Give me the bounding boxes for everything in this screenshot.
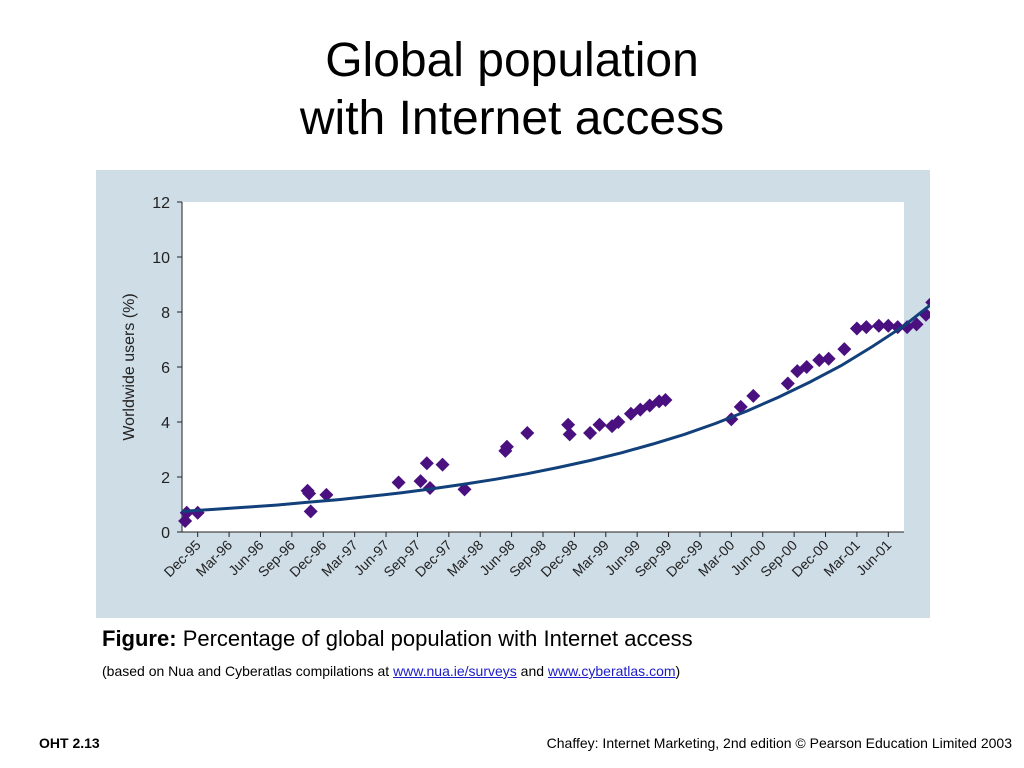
cyberatlas-link[interactable]: www.cyberatlas.com [547,663,676,679]
data-point-diamond [859,320,874,335]
data-point-diamond [435,457,450,472]
data-point-diamond [303,504,318,519]
y-tick-label: 12 [152,195,170,212]
caption-source: (based on Nua and Cyberatlas compilation… [102,663,680,679]
y-axis-title: Worldwide users (%) [121,293,138,440]
data-point-diamond [658,393,673,407]
data-point-diamond [881,318,896,333]
data-point-diamond [592,417,607,432]
data-point-diamond [733,399,748,414]
y-tick-label: 0 [161,525,170,542]
y-tick-label: 10 [152,250,170,267]
source-prefix: (based on Nua and Cyberatlas compilation… [102,663,394,679]
data-point-diamond [391,475,406,490]
data-point-diamond [780,376,795,391]
data-point-diamond [561,417,576,432]
data-point-diamond [918,307,930,322]
x-tick-label: Mar-01 [820,537,863,580]
data-point-diamond [849,321,864,336]
source-suffix: ) [675,663,681,679]
title-line-1: Global population [325,34,699,87]
y-tick-label: 4 [161,415,170,432]
data-point-diamond [413,474,428,489]
data-point-diamond [179,505,194,520]
y-tick-label: 2 [161,470,170,487]
scatter-chart: 024681012Dec-95Mar-96Jun-96Sep-96Dec-96M… [121,195,930,580]
data-point-diamond [419,456,434,471]
data-point-diamond [583,426,598,440]
data-point-diamond [562,427,577,442]
data-point-diamond [611,415,626,429]
slide-number: OHT 2.13 [39,735,100,751]
data-point-diamond [909,317,924,332]
x-tick-label: Mar-98 [444,537,487,580]
data-point-diamond [821,351,836,366]
copyright-note: Chaffey: Internet Marketing, 2nd edition… [546,735,1012,751]
title-line-2: with Internet access [299,92,725,145]
caption-text: Percentage of global population with Int… [182,626,693,651]
data-point-diamond [812,353,827,368]
nua-link[interactable]: www.nua.ie/surveys [393,663,517,679]
source-mid: and [516,663,548,679]
data-point-diamond [871,318,886,333]
figure-caption: Figure: Percentage of global population … [102,626,693,652]
data-point-diamond [799,360,814,374]
caption-label: Figure: [102,626,177,651]
x-tick-label: Mar-97 [318,537,361,580]
x-tick-label: Jun-01 [853,537,895,579]
data-point-diamond [302,486,317,501]
data-point-diamond [319,487,334,502]
data-point-diamond [499,439,514,454]
y-tick-label: 6 [161,360,170,377]
x-tick-label: Mar-96 [193,537,236,580]
x-tick-label: Mar-99 [569,537,612,580]
slide-title: Global population with Internet access [0,32,1024,148]
trend-line [181,303,930,513]
data-point-diamond [837,342,852,357]
data-point-diamond [520,426,535,440]
data-point-diamond [746,388,761,403]
y-tick-label: 8 [161,305,170,322]
x-tick-label: Mar-00 [695,537,738,580]
plot-area [182,202,904,532]
chart-panel: 0 2 4 6 8 10 12 Dec-95 Mar-96 Jun-96 Sep-96 Dec-96 M… [96,170,930,618]
